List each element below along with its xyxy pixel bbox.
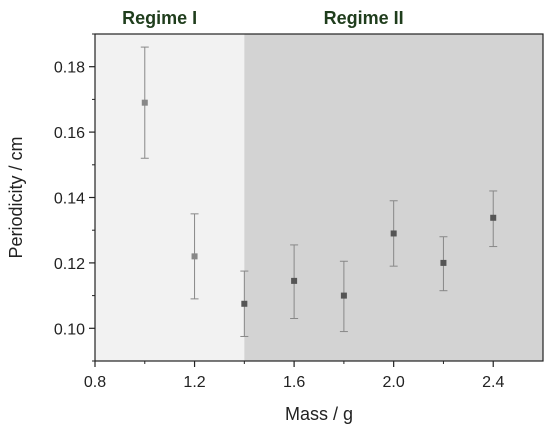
x-axis-ticks: 0.8 1.2 1.6 2.0 2.4 (84, 361, 504, 391)
y-tick-label: 0.18 (54, 60, 85, 77)
regime-labels: Regime I Regime II (122, 8, 404, 28)
data-point-7 (440, 259, 447, 266)
x-tick-label: 0.8 (84, 374, 106, 391)
x-axis-title: Mass / g (285, 404, 353, 424)
data-point-5 (340, 292, 347, 299)
data-points (141, 99, 497, 307)
y-tick-label: 0.16 (54, 125, 85, 142)
y-tick-label: 0.12 (54, 256, 85, 273)
data-point-1 (141, 99, 148, 106)
regime-label-2: Regime II (324, 8, 404, 28)
y-axis-title: Periodicity / cm (6, 136, 26, 258)
data-point-6 (390, 230, 397, 237)
x-tick-label: 2.0 (383, 374, 405, 391)
x-tick-label: 1.6 (283, 374, 305, 391)
data-point-8 (490, 214, 497, 221)
y-axis-ticks: 0.10 0.12 0.14 0.16 0.18 (54, 33, 95, 362)
data-point-3 (241, 300, 248, 307)
regime-regions (95, 34, 544, 361)
data-point-4 (291, 277, 298, 284)
regime-region-2 (244, 34, 544, 361)
y-tick-label: 0.10 (54, 321, 85, 338)
x-tick-label: 2.4 (482, 374, 504, 391)
regime-region-1 (95, 34, 245, 361)
regime-label-1: Regime I (122, 8, 197, 28)
y-tick-label: 0.14 (54, 191, 85, 208)
x-tick-label: 1.2 (183, 374, 205, 391)
data-point-2 (191, 253, 198, 260)
